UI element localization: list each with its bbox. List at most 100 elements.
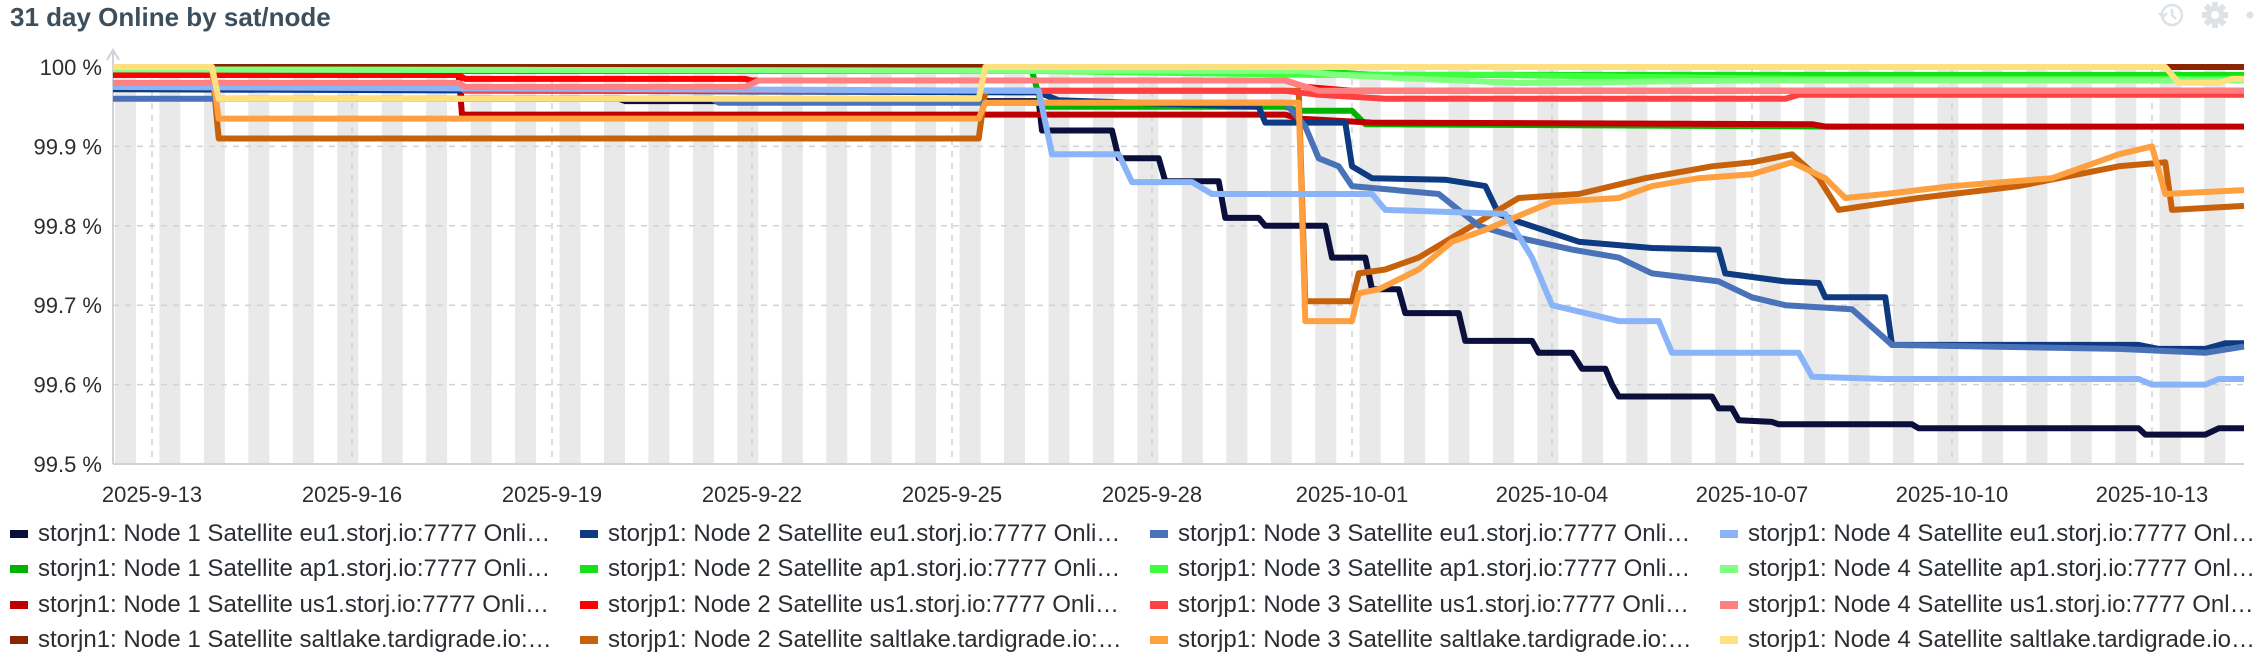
series-line-14 <box>112 66 2244 86</box>
legend-item[interactable]: storjp1: Node 2 Satellite us1.storj.io:7… <box>580 587 1150 623</box>
background-band <box>1181 67 1203 464</box>
legend-swatch <box>580 600 598 609</box>
legend-item[interactable]: storjn1: Node 1 Satellite us1.storj.io:7… <box>10 587 580 623</box>
background-band <box>1981 67 2003 464</box>
legend-swatch <box>1150 636 1168 645</box>
background-band <box>1670 67 1692 464</box>
x-tick-label: 2025-10-04 <box>1496 482 1609 507</box>
history-icon[interactable] <box>2156 0 2186 30</box>
background-band <box>1581 67 1603 464</box>
legend-label: storjp1: Node 3 Satellite ap1.storj.io:7… <box>1178 555 1691 583</box>
y-tick-label: 99.6 % <box>34 373 103 398</box>
legend-label: storjp1: Node 4 Satellite us1.storj.io:7… <box>1748 590 2256 618</box>
series-line-12 <box>113 64 2245 325</box>
y-tick-label: 99.5 % <box>34 452 103 477</box>
x-tick-label: 2025-10-01 <box>1296 482 1409 507</box>
legend-item[interactable]: storjp1: Node 3 Satellite eu1.storj.io:7… <box>1150 516 1720 552</box>
legend-swatch <box>10 565 28 574</box>
background-band <box>1359 67 1381 464</box>
background-band <box>915 67 937 464</box>
x-tick-label: 2025-9-19 <box>502 482 602 507</box>
background-band <box>159 67 181 464</box>
background-band <box>1226 67 1248 464</box>
legend-item[interactable]: storjn1: Node 1 Satellite eu1.storj.io:7… <box>10 516 580 552</box>
background-band <box>1137 67 1159 464</box>
legend-swatch <box>580 636 598 645</box>
legend-item[interactable]: storjn1: Node 1 Satellite saltlake.tardi… <box>10 623 580 659</box>
legend-swatch <box>10 529 28 538</box>
y-axis-labels: 100 % 99.9 % 99.8 % 99.7 % 99.6 % 99.5 % <box>34 55 103 477</box>
background-band <box>337 67 359 464</box>
background-band <box>1937 67 1959 464</box>
legend-item[interactable]: storjp1: Node 3 Satellite ap1.storj.io:7… <box>1150 552 1720 588</box>
legend-label: storjp1: Node 2 Satellite saltlake.tardi… <box>608 626 1122 654</box>
legend-label: storjn1: Node 1 Satellite ap1.storj.io:7… <box>38 555 551 583</box>
legend-label: storjp1: Node 2 Satellite eu1.storj.io:7… <box>608 519 1121 547</box>
y-axis-arrow-icon <box>106 48 120 61</box>
legend-item[interactable]: storjp1: Node 4 Satellite ap1.storj.io:7… <box>1720 552 2256 588</box>
legend-item[interactable]: storjp1: Node 4 Satellite us1.storj.io:7… <box>1720 587 2256 623</box>
background-band <box>2204 67 2226 464</box>
y-tick-label: 99.9 % <box>34 134 103 159</box>
x-tick-label: 2025-9-25 <box>902 482 1002 507</box>
x-tick-label: 2025-9-16 <box>302 482 402 507</box>
legend-label: storjp1: Node 4 Satellite saltlake.tardi… <box>1748 626 2256 654</box>
background-band <box>1893 67 1914 464</box>
x-axis-labels: 2025-9-13 2025-9-16 2025-9-19 2025-9-22 2025… <box>102 482 2208 507</box>
gear-icon[interactable] <box>2200 0 2230 30</box>
background-band <box>1848 67 1870 464</box>
legend-swatch <box>1720 529 1738 538</box>
y-tick-label: 99.7 % <box>34 293 103 318</box>
x-tick-label: 2025-9-28 <box>1102 482 1202 507</box>
legend-item[interactable]: storjp1: Node 2 Satellite ap1.storj.io:7… <box>580 552 1150 588</box>
x-tick-label: 2025-9-13 <box>102 482 202 507</box>
legend-swatch <box>10 636 28 645</box>
background-band <box>604 67 625 464</box>
legend-label: storjp1: Node 2 Satellite ap1.storj.io:7… <box>608 555 1121 583</box>
background-band <box>870 67 892 464</box>
background-band <box>248 67 270 464</box>
background-band <box>1004 67 1025 464</box>
background-band <box>292 67 314 464</box>
legend-label: storjp1: Node 4 Satellite ap1.storj.io:7… <box>1748 555 2256 583</box>
background-band <box>115 67 136 464</box>
legend-swatch <box>1150 600 1168 609</box>
background-band <box>959 67 981 464</box>
more-icon[interactable] <box>2244 0 2256 30</box>
background-band <box>737 67 759 464</box>
background-band <box>648 67 670 464</box>
legend-item[interactable]: storjp1: Node 3 Satellite us1.storj.io:7… <box>1150 587 1720 623</box>
background-band <box>781 67 803 464</box>
legend-label: storjn1: Node 1 Satellite saltlake.tardi… <box>38 626 552 654</box>
legend-swatch <box>1150 565 1168 574</box>
legend-swatch <box>1720 636 1738 645</box>
background-band <box>426 67 448 464</box>
legend-item[interactable]: storjp1: Node 4 Satellite saltlake.tardi… <box>1720 623 2256 659</box>
series-line-16 <box>113 64 2244 102</box>
background-band <box>1448 67 1470 464</box>
legend-item[interactable]: storjp1: Node 2 Satellite saltlake.tardi… <box>580 623 1150 659</box>
legend-label: storjn1: Node 1 Satellite eu1.storj.io:7… <box>38 519 551 547</box>
x-tick-label: 2025-10-13 <box>2096 482 2209 507</box>
background-band <box>1493 67 1514 464</box>
legend-item[interactable]: storjn1: Node 1 Satellite ap1.storj.io:7… <box>10 552 580 588</box>
legend-label: storjp1: Node 3 Satellite saltlake.tardi… <box>1178 626 1692 654</box>
chart-legend: storjn1: Node 1 Satellite eu1.storj.io:7… <box>10 516 2256 658</box>
legend-swatch <box>1720 565 1738 574</box>
background-band <box>515 67 536 464</box>
legend-swatch <box>1720 600 1738 609</box>
background-band <box>1404 67 1426 464</box>
series-line-15 <box>113 77 2244 94</box>
background-band <box>1270 67 1292 464</box>
background-band <box>1315 67 1337 464</box>
legend-item[interactable]: storjp1: Node 2 Satellite eu1.storj.io:7… <box>580 516 1150 552</box>
background-band <box>1092 67 1114 464</box>
y-tick-label: 100 % <box>40 55 102 80</box>
panel-title: 31 day Online by sat/node <box>10 2 331 32</box>
y-tick-label: 99.8 % <box>34 214 103 239</box>
line-chart: 100 % 99.9 % 99.8 % 99.7 % 99.6 % 99.5 % 2025… <box>34 48 2245 507</box>
legend-item[interactable]: storjp1: Node 4 Satellite eu1.storj.io:7… <box>1720 516 2256 552</box>
legend-item[interactable]: storjp1: Node 3 Satellite saltlake.tardi… <box>1150 623 1720 659</box>
legend-label: storjp1: Node 2 Satellite us1.storj.io:7… <box>608 590 1119 618</box>
background-band <box>470 67 492 464</box>
